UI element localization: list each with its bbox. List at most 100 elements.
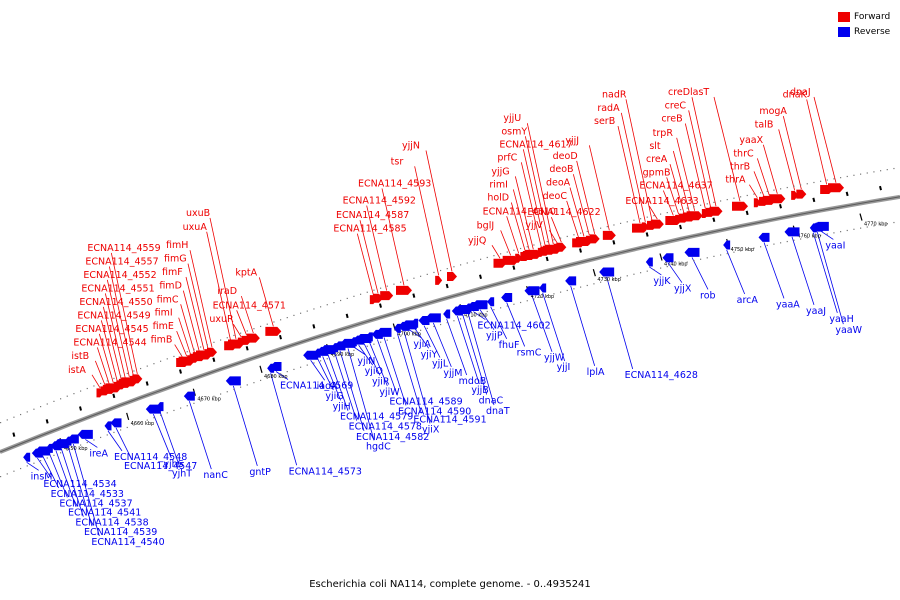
upper-guide-dot	[426, 273, 428, 275]
lower-guide-dot	[866, 226, 868, 228]
reverse-gene-label: dnaT	[486, 406, 510, 417]
reverse-gene-label: ECNA114_4540	[91, 537, 164, 548]
forward-leader	[491, 245, 501, 259]
forward-leader	[206, 231, 232, 341]
forward-gene	[265, 326, 282, 336]
upper-guide-dot	[333, 302, 335, 304]
upper-guide-dot	[26, 411, 28, 413]
forward-gene-label: ECNA114_4559	[87, 243, 160, 254]
upper-guide-dot	[126, 372, 128, 375]
lower-guide-dot	[400, 335, 402, 337]
upper-guide-dot	[220, 339, 222, 341]
lower-guide-dot	[106, 434, 108, 436]
reverse-gene	[539, 283, 547, 293]
reverse-leader	[570, 285, 596, 366]
forward-gene-label: creC	[665, 100, 687, 111]
reverse-leader	[26, 461, 39, 471]
upper-guide-dot	[153, 363, 155, 365]
forward-gene-label: ECNA114_4551	[81, 283, 154, 294]
legend-forward-label: Forward	[854, 11, 891, 22]
upper-guide-dot	[286, 316, 288, 319]
reverse-gene-label: yjiH	[333, 401, 351, 412]
reverse-gene-label: ECNA114_4578	[349, 422, 422, 433]
lower-guide-dot	[440, 323, 442, 326]
reverse-gene-label: ECNA114_4573	[289, 466, 362, 477]
reverse-gene	[365, 332, 373, 342]
upper-guide-dot	[406, 279, 408, 281]
axis-tick-label: 4680 kbp	[264, 374, 288, 380]
lower-guide-dot	[693, 260, 695, 262]
lower-guide-dot	[346, 351, 348, 354]
upper-guide-dot	[600, 227, 602, 229]
upper-guide-dot	[506, 251, 508, 253]
lower-guide-dot	[493, 309, 495, 311]
forward-gene-label: trpR	[653, 128, 674, 139]
upper-guide-dot	[366, 291, 368, 293]
strand-mark	[812, 197, 816, 203]
reverse-gene-label: ECNA114_4538	[75, 518, 148, 529]
strand-mark	[612, 240, 616, 245]
reverse-gene	[524, 286, 540, 296]
forward-gene	[709, 206, 723, 216]
lower-guide-dot	[460, 318, 462, 320]
strand-mark	[79, 406, 82, 411]
upper-guide-dot	[620, 222, 622, 224]
upper-guide-dot	[313, 308, 315, 310]
upper-guide-dot	[420, 275, 422, 277]
forward-gene	[132, 374, 143, 384]
forward-gene-label: creD	[668, 87, 690, 98]
lower-guide-dot	[333, 356, 335, 358]
forward-leader	[522, 149, 546, 247]
upper-guide-dot	[613, 224, 615, 226]
forward-leader	[94, 360, 106, 386]
lower-guide-dot	[46, 457, 48, 459]
lower-guide-dot	[393, 337, 395, 339]
forward-gene-label: thrB	[730, 161, 750, 172]
reverse-gene	[156, 402, 164, 412]
forward-gene-label: ECNA114_4545	[75, 324, 148, 335]
reverse-leader	[763, 242, 785, 299]
forward-gene	[435, 275, 443, 285]
forward-gene	[447, 272, 457, 282]
legend: Forward Reverse	[838, 9, 890, 39]
lower-guide-dot	[746, 248, 748, 251]
reverse-leader	[506, 302, 526, 347]
forward-gene-label: nadR	[602, 89, 627, 100]
reverse-gene-label: ECNA114_4539	[84, 527, 157, 538]
lower-guide-dot	[126, 426, 128, 429]
legend-forward: Forward	[838, 9, 890, 24]
reverse-gene-label: yjhT	[172, 469, 192, 480]
lower-guide-dot	[840, 231, 842, 233]
lower-guide-dot	[133, 424, 135, 426]
reverse-gene-label: arcA	[737, 295, 759, 306]
forward-leader	[514, 176, 534, 250]
upper-guide-dot	[146, 365, 148, 367]
reverse-gene-label: ECNA114_4547	[124, 461, 197, 472]
upper-guide-dot	[493, 255, 495, 257]
forward-leader	[691, 97, 717, 207]
lower-guide-dot	[300, 366, 302, 368]
axis-tick-label: 4710 kbp	[464, 312, 488, 318]
axis-tick-label: 4740 kbp	[664, 262, 688, 268]
reverse-gene-label: yjjB	[471, 385, 488, 396]
lower-guide-dot	[540, 296, 542, 298]
lower-guide-dot	[613, 278, 615, 280]
reverse-leader	[816, 232, 844, 325]
upper-guide-dot	[120, 375, 122, 377]
reverse-gene	[67, 434, 79, 444]
upper-guide-dot	[73, 393, 75, 395]
forward-leader	[510, 202, 526, 252]
lower-guide-dot	[40, 460, 42, 462]
forward-leader	[569, 187, 585, 237]
gene-labels: istA istB ECNA114_4544 ECNA114_4545 ECNA114_…	[31, 87, 863, 548]
lower-guide-dot	[226, 391, 228, 393]
lower-guide-dot	[180, 407, 182, 409]
reverse-leader	[316, 357, 334, 391]
reverse-gene-label: ECNA114_4534	[43, 479, 116, 490]
reverse-leader	[462, 314, 488, 395]
lower-guide-dot	[686, 261, 688, 263]
lower-guide-dot	[0, 476, 2, 478]
upper-guide-dot	[173, 355, 175, 358]
legend-reverse-label: Reverse	[854, 26, 891, 37]
reverse-leader	[188, 401, 212, 470]
